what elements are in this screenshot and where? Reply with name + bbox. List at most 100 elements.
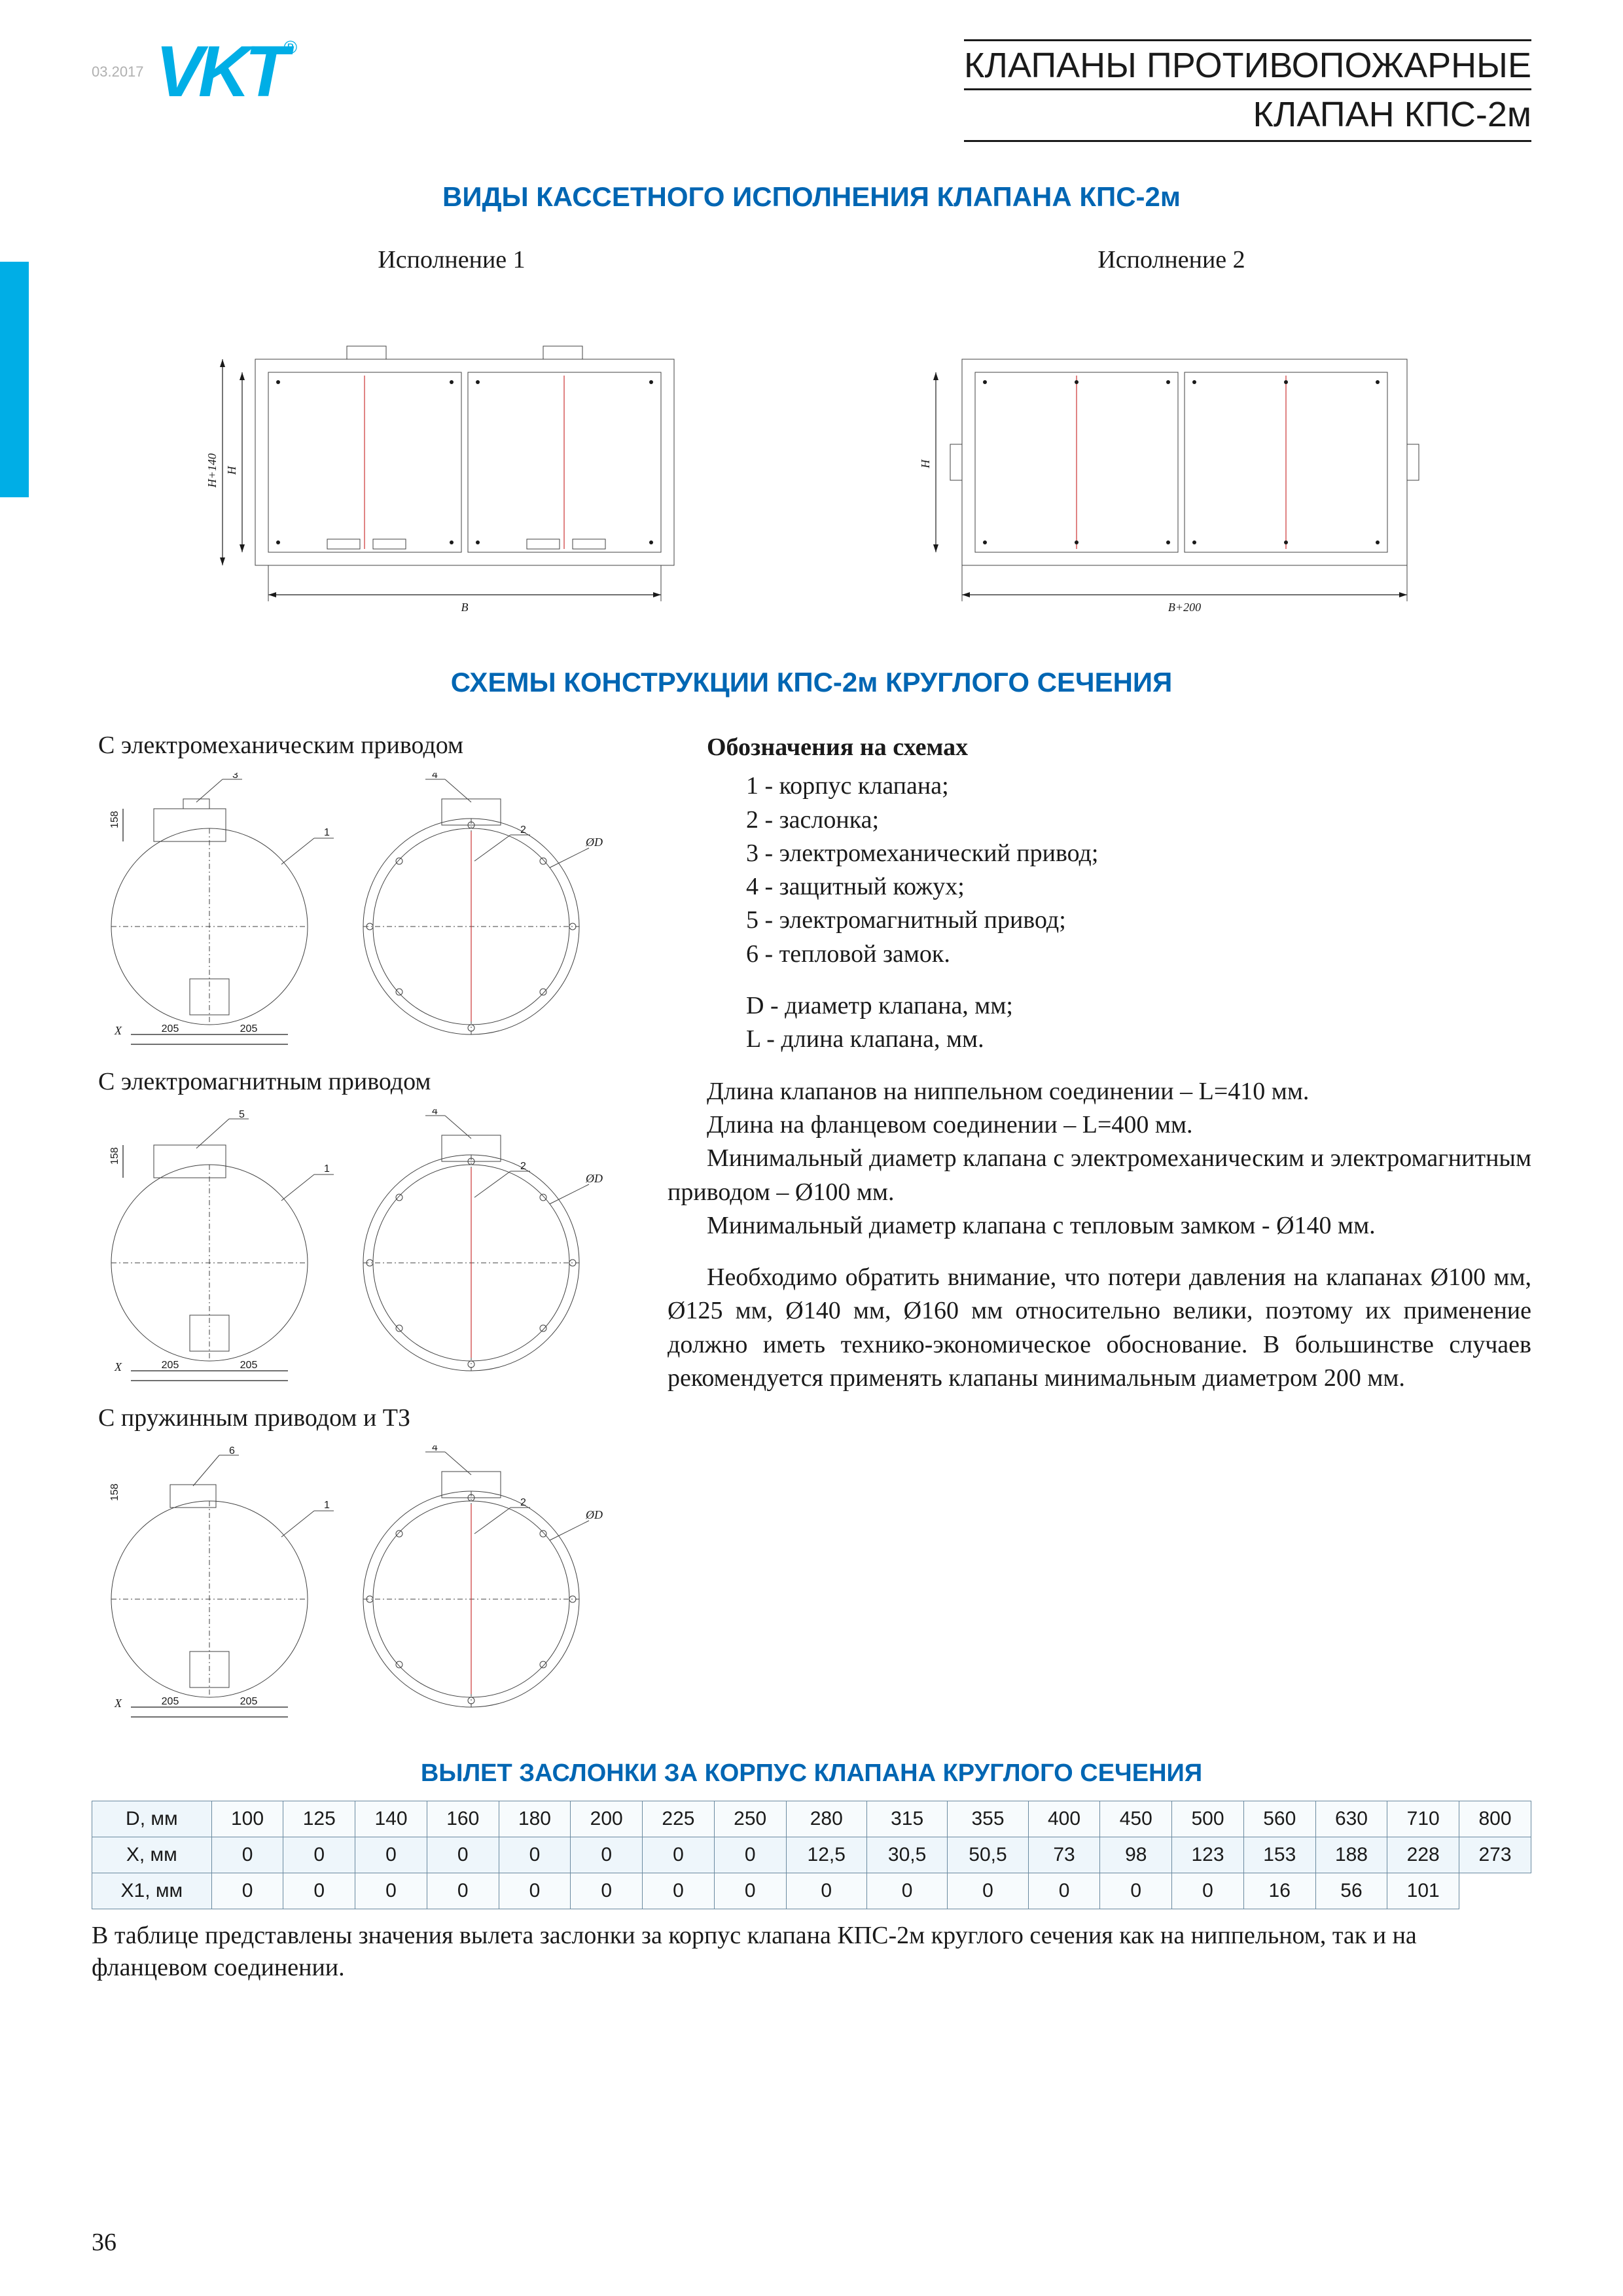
svg-text:2: 2 (520, 824, 526, 836)
drive-1-label: С электромеханическим приводом (98, 731, 628, 760)
svg-text:ØD: ØD (585, 836, 603, 849)
table-cell: 355 (948, 1801, 1028, 1837)
cassette-diagram-2: H B+200 (890, 313, 1453, 627)
table-cell: 273 (1459, 1837, 1531, 1873)
table-cell: 560 (1243, 1801, 1315, 1837)
table-cell: 0 (866, 1873, 947, 1909)
table-cell: 0 (643, 1837, 715, 1873)
table-cell: 0 (1100, 1873, 1172, 1909)
paragraph: Необходимо обратить внимание, что потери… (668, 1261, 1531, 1395)
svg-text:4: 4 (432, 1109, 438, 1117)
table-cell: 0 (427, 1873, 499, 1909)
svg-text:X: X (114, 1024, 122, 1037)
table-cell: 140 (355, 1801, 427, 1837)
page-number: 36 (92, 2228, 116, 2257)
circular-diagram-2: 5 1 158 X 205 205 L (92, 1109, 615, 1384)
legend-item: 3 - электромеханический привод; (668, 837, 1531, 870)
table-cell: 225 (643, 1801, 715, 1837)
legend-title: Обозначения на схемах (668, 731, 1531, 764)
table-cell: 0 (499, 1873, 571, 1909)
table-cell: 0 (283, 1873, 355, 1909)
svg-text:L: L (205, 1046, 213, 1048)
table-cell: 0 (1028, 1873, 1100, 1909)
cassette-1-label: Исполнение 1 (170, 245, 733, 274)
svg-text:2: 2 (520, 1497, 526, 1508)
table-rowhead: D, мм (92, 1801, 212, 1837)
cassette-diagram-1: H+140 H B (170, 313, 733, 627)
svg-text:X: X (114, 1697, 122, 1710)
cassette-2-label: Исполнение 2 (890, 245, 1453, 274)
page-header: 03.2017 VKT® КЛАПАНЫ ПРОТИВОПОЖАРНЫЕ КЛА… (92, 39, 1531, 142)
table-cell: 0 (211, 1837, 283, 1873)
header-title-1: КЛАПАНЫ ПРОТИВОПОЖАРНЫЕ (964, 45, 1531, 88)
table-cell: 101 (1387, 1873, 1459, 1909)
table-cell: 0 (643, 1873, 715, 1909)
table-cell: 153 (1243, 1837, 1315, 1873)
svg-text:X: X (114, 1360, 122, 1373)
table-cell: 56 (1315, 1873, 1387, 1909)
drive-3-label: С пружинным приводом и ТЗ (98, 1404, 628, 1432)
table-cell: 0 (355, 1873, 427, 1909)
section1-title: ВИДЫ КАССЕТНОГО ИСПОЛНЕНИЯ КЛАПАНА КПС-2… (92, 181, 1531, 213)
svg-text:205: 205 (240, 1023, 258, 1034)
brand-logo: VKT® (156, 39, 293, 104)
table-cell: 100 (211, 1801, 283, 1837)
section2-title: СХЕМЫ КОНСТРУКЦИИ КПС-2м КРУГЛОГО СЕЧЕНИ… (92, 667, 1531, 698)
legend-item: 1 - корпус клапана; (668, 769, 1531, 803)
paragraph: Минимальный диаметр клапана с тепловым з… (668, 1209, 1531, 1243)
table-cell: 400 (1028, 1801, 1100, 1837)
svg-text:205: 205 (162, 1023, 179, 1034)
svg-text:3: 3 (232, 773, 238, 781)
table-cell: 12,5 (786, 1837, 866, 1873)
table-cell: 280 (786, 1801, 866, 1837)
table-cell: 630 (1315, 1801, 1387, 1837)
table-cell: 0 (571, 1837, 643, 1873)
table-cell: 228 (1387, 1837, 1459, 1873)
svg-text:4: 4 (432, 773, 438, 781)
legend-text-block: Обозначения на схемах 1 - корпус клапана… (668, 731, 1531, 1720)
svg-text:1: 1 (324, 1500, 330, 1511)
svg-text:1: 1 (324, 1163, 330, 1174)
table-cell: 123 (1172, 1837, 1244, 1873)
svg-text:4: 4 (432, 1445, 438, 1453)
table-cell: 0 (355, 1837, 427, 1873)
drive-2-label: С электромагнитным приводом (98, 1067, 628, 1096)
table-cell: 98 (1100, 1837, 1172, 1873)
svg-text:205: 205 (162, 1696, 179, 1707)
cassette-row: Исполнение 1 (92, 245, 1531, 627)
legend-item: 2 - заслонка; (668, 804, 1531, 837)
svg-text:L: L (205, 1383, 213, 1384)
legend-item: 5 - электромагнитный привод; (668, 904, 1531, 937)
svg-text:H: H (225, 466, 238, 476)
svg-text:ØD: ØD (585, 1508, 603, 1521)
paragraph: Длина клапанов на ниппельном соединении … (668, 1075, 1531, 1108)
legend-item: 6 - тепловой замок. (668, 938, 1531, 971)
paragraph: Минимальный диаметр клапана с электромех… (668, 1142, 1531, 1209)
table-cell: 73 (1028, 1837, 1100, 1873)
table-cell: 125 (283, 1801, 355, 1837)
table-cell: 188 (1315, 1837, 1387, 1873)
side-tab (0, 262, 29, 497)
table-cell: 0 (1172, 1873, 1244, 1909)
legend-item: L - длина клапана, мм. (668, 1023, 1531, 1056)
table-cell: 50,5 (948, 1837, 1028, 1873)
table-cell: 0 (211, 1873, 283, 1909)
header-date: 03.2017 (92, 63, 144, 80)
svg-text:H+140: H+140 (205, 453, 219, 488)
svg-text:5: 5 (239, 1109, 245, 1120)
table-cell: 450 (1100, 1801, 1172, 1837)
table-rowhead: X1, мм (92, 1873, 212, 1909)
table-cell: 710 (1387, 1801, 1459, 1837)
table-cell: 0 (283, 1837, 355, 1873)
table-cell: 500 (1172, 1801, 1244, 1837)
circular-diagram-1: 3 1 158 X 205 205 L (92, 773, 615, 1048)
svg-text:205: 205 (240, 1696, 258, 1707)
svg-text:158: 158 (109, 811, 120, 828)
svg-text:L: L (205, 1719, 213, 1720)
svg-text:205: 205 (240, 1360, 258, 1371)
table-rowhead: X, мм (92, 1837, 212, 1873)
svg-text:205: 205 (162, 1360, 179, 1371)
table-cell: 200 (571, 1801, 643, 1837)
table-cell: 0 (427, 1837, 499, 1873)
svg-text:158: 158 (109, 1147, 120, 1165)
